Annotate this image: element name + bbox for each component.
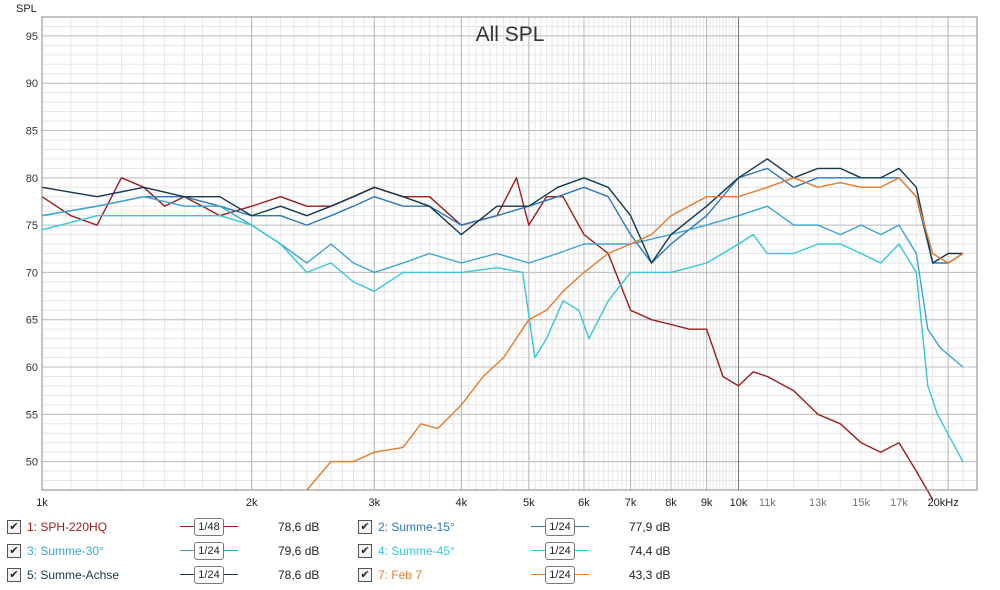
series-level: 79,6 dB <box>278 544 320 558</box>
series-line-5 <box>41 158 963 264</box>
smoothing-control[interactable]: 1/24 <box>531 564 589 586</box>
chart-title: All SPL <box>476 23 545 46</box>
series-name: 7: Feb 7 <box>378 568 423 582</box>
series-name: 3: Summe-30° <box>27 544 104 558</box>
series-layer <box>41 158 964 500</box>
smoothing-control[interactable]: 1/24 <box>180 540 238 562</box>
visibility-checkbox[interactable]: ✔ <box>7 544 21 558</box>
smoothing-control[interactable]: 1/24 <box>180 564 238 586</box>
smoothing-control[interactable]: 1/24 <box>531 516 589 538</box>
series-line-4 <box>41 214 964 462</box>
series-level: 78,6 dB <box>278 520 320 534</box>
series-level: 43,3 dB <box>629 568 671 582</box>
smoothing-label: 1/24 <box>545 542 575 560</box>
series-name: 4: Summe-45° <box>378 544 455 558</box>
smoothing-label: 1/24 <box>545 566 575 584</box>
x-tick-label: 11k <box>759 497 776 509</box>
smoothing-label: 1/48 <box>194 518 224 536</box>
smoothing-label: 1/24 <box>545 518 575 536</box>
series-level: 77,9 dB <box>629 520 671 534</box>
x-tick-label: 8k <box>665 497 677 509</box>
visibility-checkbox[interactable]: ✔ <box>358 520 372 534</box>
visibility-checkbox[interactable]: ✔ <box>358 568 372 582</box>
y-tick-label: 95 <box>26 31 38 43</box>
x-tick-label: 9k <box>701 497 713 509</box>
visibility-checkbox[interactable]: ✔ <box>358 544 372 558</box>
x-tick-label: 1k <box>36 497 48 509</box>
x-tick-label: 5k <box>523 497 535 509</box>
x-tick-label: 15k <box>852 497 870 509</box>
plot-border <box>41 16 978 491</box>
y-tick-label: 75 <box>26 220 38 232</box>
series-line-1 <box>41 177 934 500</box>
x-tick-label: 4k <box>456 497 468 509</box>
y-axis-label: SPL <box>16 3 37 15</box>
x-tick-label: 7k <box>625 497 637 509</box>
legend-row: ✔ 3: Summe-30° 1/24 79,6 dB ✔ 4: Summe-4… <box>0 539 1000 563</box>
legend-row: ✔ 5: Summe-Achse 1/24 78,6 dB ✔ 7: Feb 7… <box>0 563 1000 587</box>
x-tick-label: 20kHz <box>928 497 959 509</box>
smoothing-label: 1/24 <box>194 566 224 584</box>
series-level: 78,6 dB <box>278 568 320 582</box>
series-level: 74,4 dB <box>629 544 671 558</box>
x-tick-label: 3k <box>369 497 381 509</box>
x-tick-label: 2k <box>246 497 258 509</box>
y-tick-label: 70 <box>26 267 38 279</box>
y-tick-label: 50 <box>26 457 38 469</box>
visibility-checkbox[interactable]: ✔ <box>7 520 21 534</box>
series-name: 2: Summe-15° <box>378 520 455 534</box>
x-tick-label: 10k <box>730 497 748 509</box>
x-tick-label: 13k <box>809 497 827 509</box>
smoothing-label: 1/24 <box>194 542 224 560</box>
y-tick-labels: 95 90 85 80 75 70 65 60 55 50 <box>26 31 38 469</box>
y-tick-label: 60 <box>26 362 38 374</box>
major-grid <box>41 17 977 490</box>
legend: ✔ 1: SPH-220HQ 1/48 78,6 dB ✔ 2: Summe-1… <box>0 512 1000 590</box>
y-tick-label: 65 <box>26 315 38 327</box>
series-line-6 <box>306 177 964 491</box>
smoothing-control[interactable]: 1/48 <box>180 516 238 538</box>
smoothing-control[interactable]: 1/24 <box>531 540 589 562</box>
y-tick-label: 80 <box>26 173 38 185</box>
y-tick-label: 55 <box>26 409 38 421</box>
x-tick-label: 17k <box>890 497 908 509</box>
x-tick-labels: 1k 2k 3k 4k 5k 6k 7k 8k 9k 10k 11k 13k 15k 17k 20kHz <box>36 497 959 509</box>
y-tick-label: 90 <box>26 78 38 90</box>
legend-row: ✔ 1: SPH-220HQ 1/48 78,6 dB ✔ 2: Summe-1… <box>0 515 1000 539</box>
y-tick-label: 85 <box>26 126 38 138</box>
x-tick-label: 6k <box>578 497 590 509</box>
series-name: 1: SPH-220HQ <box>27 520 108 534</box>
visibility-checkbox[interactable]: ✔ <box>7 568 21 582</box>
series-name: 5: Summe-Achse <box>27 568 120 582</box>
